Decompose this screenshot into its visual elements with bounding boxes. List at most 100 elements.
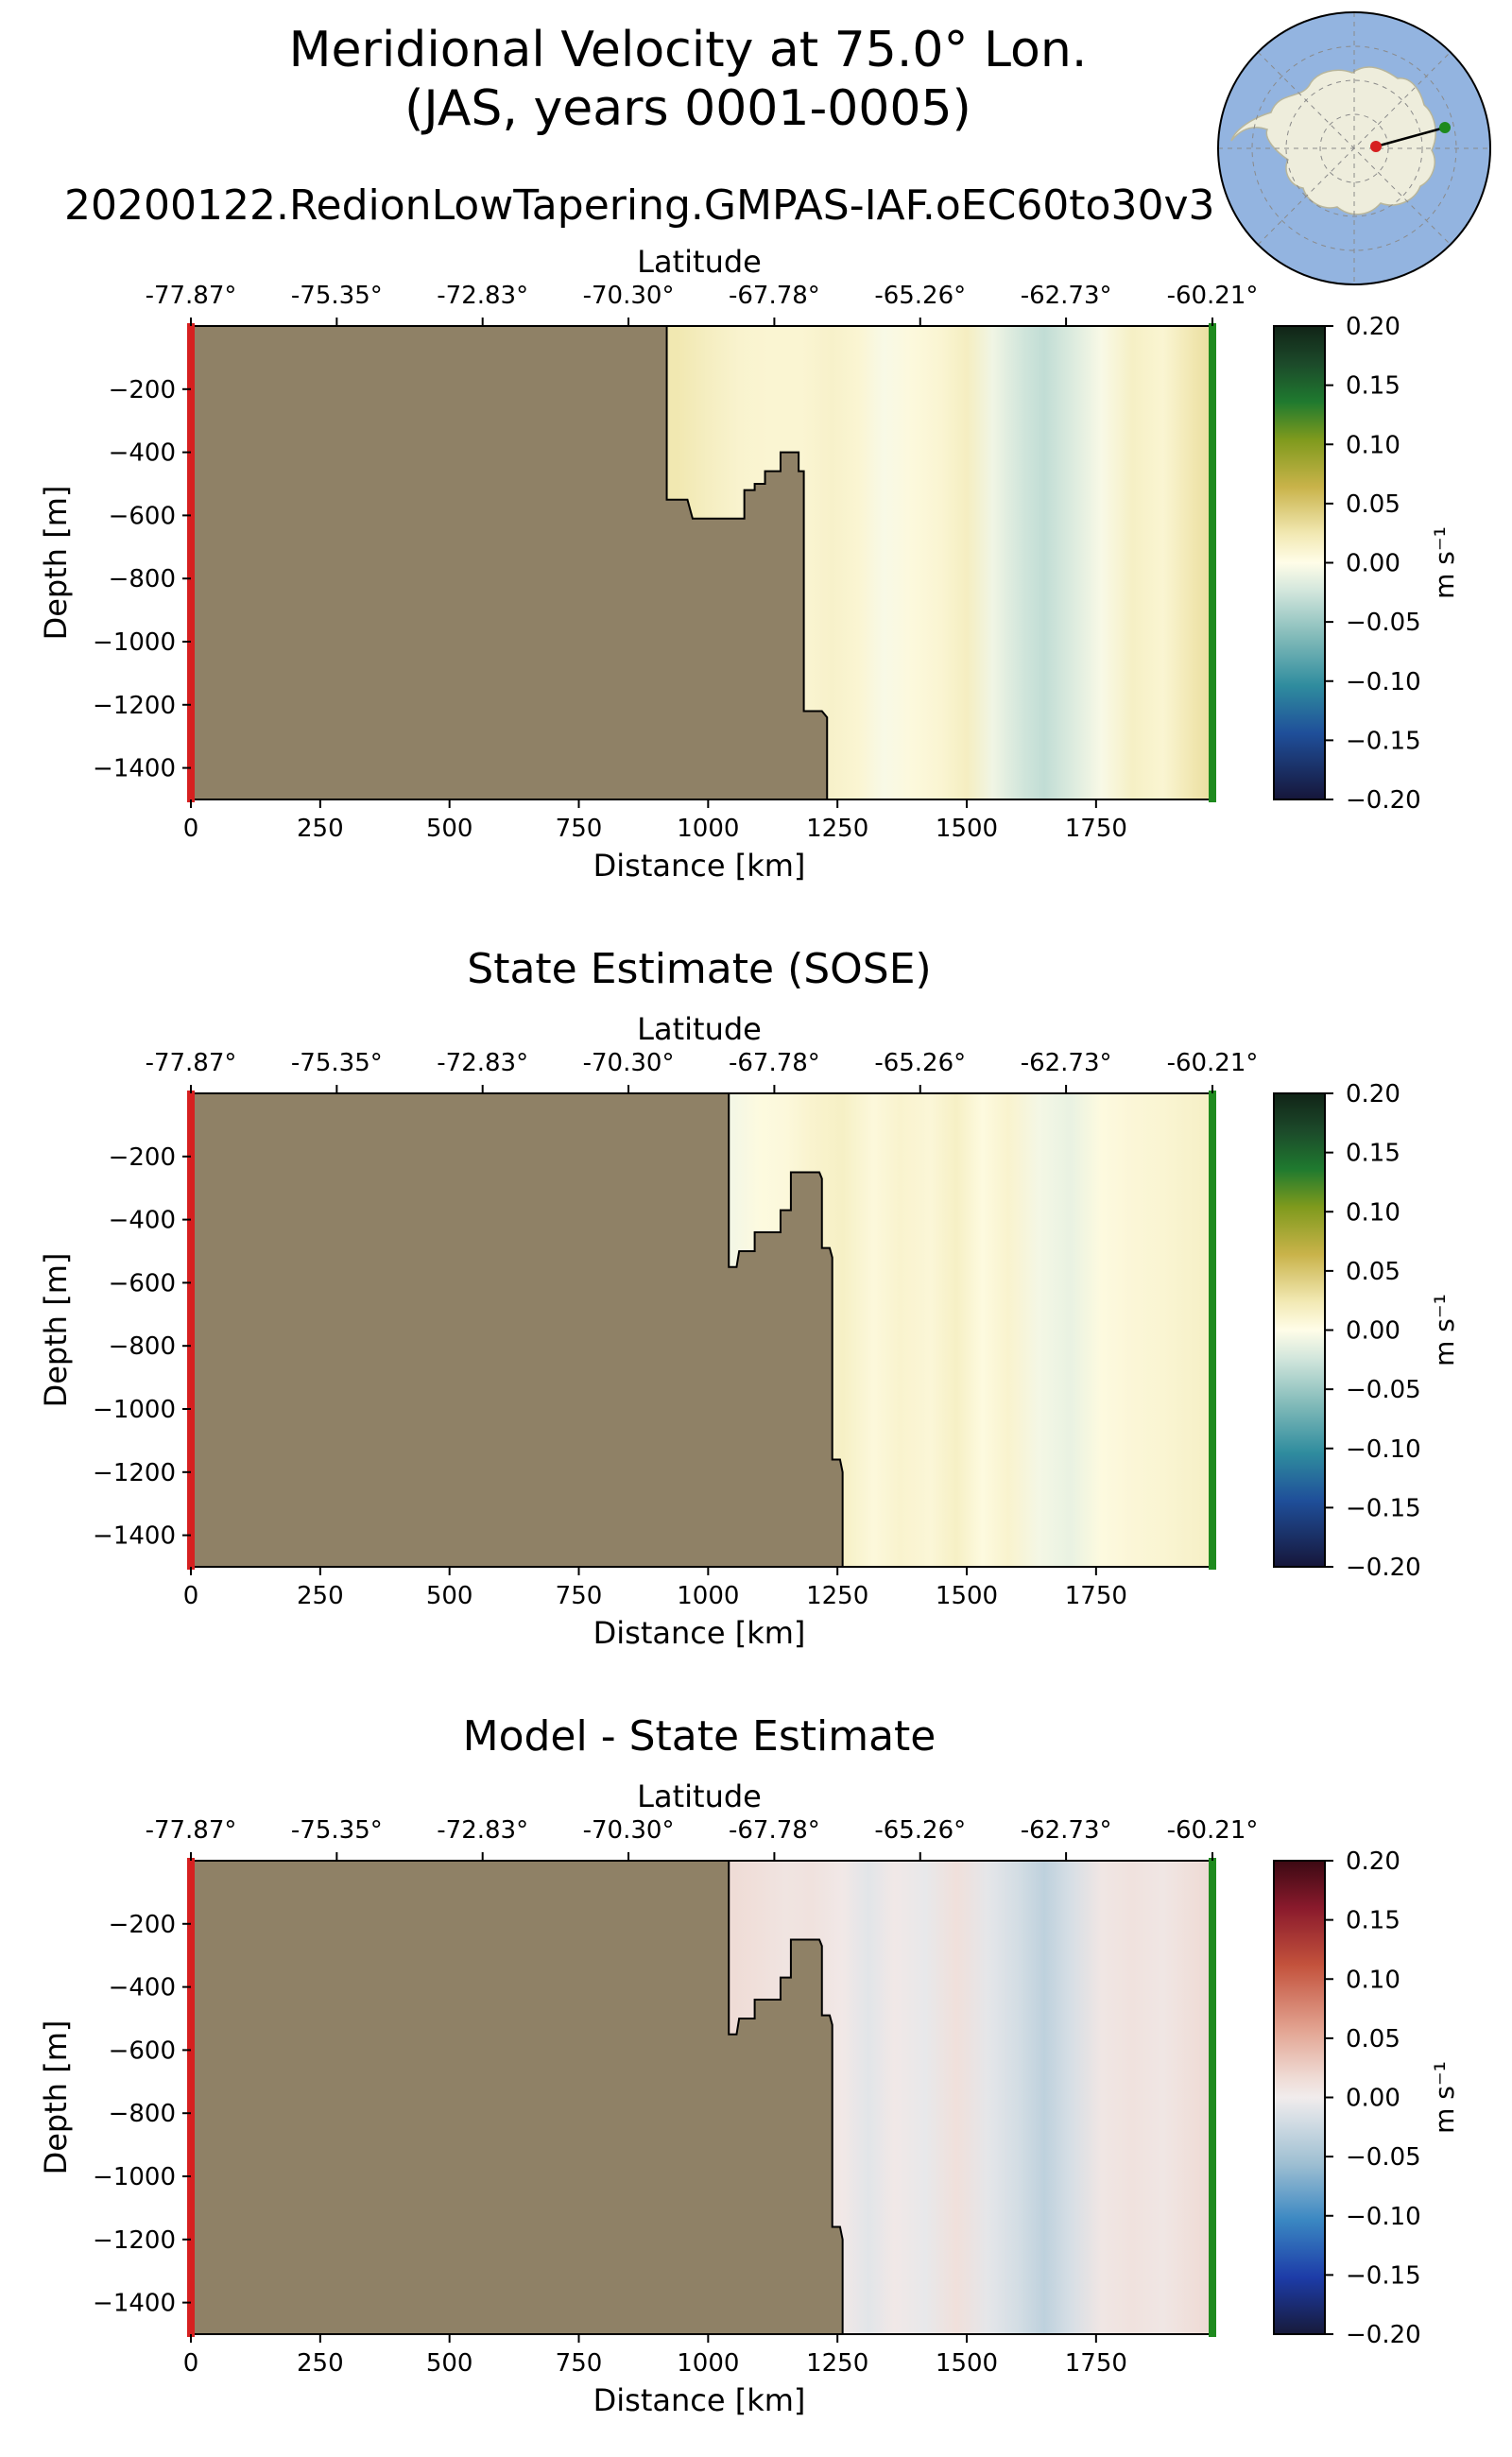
y-tick-label: −400 — [109, 1974, 176, 2002]
top-tick-label: -70.30° — [583, 1049, 675, 1077]
x-tick-label: 1500 — [936, 1582, 998, 1610]
top-axis-label: Latitude — [637, 244, 762, 280]
colorbar-tick-label: 0.10 — [1346, 1966, 1400, 1994]
section-start-marker — [187, 1858, 195, 2337]
x-tick-label: 500 — [426, 2349, 473, 2378]
x-tick-label: 1000 — [677, 1582, 739, 1610]
top-tick-label: -65.26° — [874, 1049, 966, 1077]
colorbar-tick-label: 0.10 — [1346, 431, 1400, 459]
map-border — [1217, 11, 1491, 285]
top-tick-label: -67.78° — [729, 282, 820, 310]
antarctica-polar-map-icon — [1217, 11, 1491, 285]
x-tick-label: 0 — [183, 815, 199, 843]
x-tick-label: 1750 — [1065, 2349, 1127, 2378]
y-tick-label: −1200 — [93, 692, 176, 720]
colorbar-tick-label: −0.15 — [1346, 1494, 1421, 1522]
plot-area: 0 250 500 750 1000 1250 1500 1750 −200 −400 −600 −8… — [93, 318, 1333, 843]
transect-start-point — [1370, 141, 1382, 152]
colorbar-tick-label: 0.20 — [1346, 313, 1400, 341]
x-tick-label: 1500 — [936, 2349, 998, 2378]
colorbar — [1273, 1860, 1326, 2335]
y-tick-label: −1000 — [93, 628, 176, 657]
colorbar-ticks: 0.20 0.15 0.10 0.05 0.00 −0.05 −0.10 −0.… — [1346, 1080, 1421, 1582]
panel-model: Latitude Distance [km] Depth [m] m s⁻¹ -… — [38, 244, 1460, 884]
x-axis-label: Distance [km] — [593, 2382, 806, 2418]
x-tick-label: 1000 — [677, 815, 739, 843]
y-tick-label: −1400 — [93, 1522, 176, 1551]
y-tick-label: −600 — [109, 502, 176, 530]
x-tick-label: 500 — [426, 815, 473, 843]
top-tick-label: -60.21° — [1167, 282, 1259, 310]
top-tick-label: -72.83° — [437, 1049, 528, 1077]
plot-area: 0 250 500 750 1000 1250 1500 1750 −200 −400 −600 −8… — [93, 1085, 1333, 1610]
colorbar-tick-label: −0.15 — [1346, 2261, 1421, 2290]
colorbar-tick-label: 0.00 — [1346, 1317, 1400, 1346]
x-tick-label: 750 — [556, 2349, 603, 2378]
colorbar-tick-label: 0.10 — [1346, 1198, 1400, 1227]
y-tick-label: −1400 — [93, 755, 176, 783]
top-tick-label: -67.78° — [729, 1816, 820, 1845]
y-tick-label: −800 — [109, 2100, 176, 2128]
x-tick-label: 750 — [556, 1582, 603, 1610]
y-tick-label: −400 — [109, 1207, 176, 1235]
bathymetry-land — [190, 1092, 844, 1568]
top-tick-label: -60.21° — [1167, 1816, 1259, 1845]
top-tick-label: -77.87° — [146, 1049, 237, 1077]
transect-end-point — [1439, 122, 1451, 133]
top-tick-label: -67.78° — [729, 1049, 820, 1077]
colorbar-tick-label: 0.05 — [1346, 2025, 1400, 2053]
top-tick-label: -75.35° — [291, 1816, 383, 1845]
panel-difference: Model - State Estimate Latitude Distance… — [38, 1712, 1460, 2418]
top-axis-label: Latitude — [637, 1011, 762, 1047]
top-tick-label: -62.73° — [1021, 1816, 1112, 1845]
x-tick-label: 1750 — [1065, 815, 1127, 843]
colorbar-tick-label: 0.20 — [1346, 1847, 1400, 1876]
figure-title-line1: Meridional Velocity at 75.0° Lon. — [289, 22, 1088, 78]
x-tick-label: 0 — [183, 2349, 199, 2378]
colorbar-tick-label: 0.15 — [1346, 372, 1400, 401]
top-tick-label: -75.35° — [291, 282, 383, 310]
top-tick-label: -62.73° — [1021, 282, 1112, 310]
y-tick-label: −200 — [109, 1911, 176, 1939]
y-axis-label: Depth [m] — [38, 1253, 74, 1408]
colorbar-ticks: 0.20 0.15 0.10 0.05 0.00 −0.05 −0.10 −0.… — [1346, 313, 1421, 815]
x-tick-label: 250 — [297, 2349, 344, 2378]
top-tick-label: -62.73° — [1021, 1049, 1112, 1077]
colorbar-tick-label: −0.10 — [1346, 2203, 1421, 2231]
panel-title: State Estimate (SOSE) — [467, 945, 931, 993]
top-tick-label: -60.21° — [1167, 1049, 1259, 1077]
bathymetry-land — [190, 325, 829, 800]
y-tick-label: −200 — [109, 376, 176, 404]
section-end-marker — [1209, 323, 1216, 802]
y-axis-label: Depth [m] — [38, 486, 74, 641]
top-tick-label: -70.30° — [583, 1816, 675, 1845]
top-tick-label: -72.83° — [437, 282, 528, 310]
y-tick-label: −800 — [109, 565, 176, 593]
x-tick-label: 1250 — [806, 1582, 868, 1610]
top-axis-ticks: -77.87° -75.35° -72.83° -70.30° -67.78° … — [146, 1816, 1259, 1845]
bathymetry-land — [190, 1860, 844, 2335]
top-axis-label: Latitude — [637, 1778, 762, 1814]
x-axis-label: Distance [km] — [593, 1615, 806, 1651]
colorbar-tick-label: −0.10 — [1346, 1435, 1421, 1464]
y-tick-label: −200 — [109, 1143, 176, 1172]
figure-title-line2: (JAS, years 0001-0005) — [404, 80, 971, 137]
colorbar-label: m s⁻¹ — [1429, 1294, 1460, 1366]
colorbar-label: m s⁻¹ — [1429, 2061, 1460, 2134]
x-tick-label: 750 — [556, 815, 603, 843]
x-tick-label: 1250 — [806, 815, 868, 843]
colorbar-tick-label: −0.20 — [1346, 2321, 1421, 2349]
top-axis-ticks: -77.87° -75.35° -72.83° -70.30° -67.78° … — [146, 1049, 1259, 1077]
top-tick-label: -75.35° — [291, 1049, 383, 1077]
transect-line — [1375, 126, 1446, 148]
y-tick-label: −1000 — [93, 1396, 176, 1424]
y-tick-label: −600 — [109, 2036, 176, 2065]
colorbar-tick-label: 0.00 — [1346, 550, 1400, 578]
x-tick-label: 1250 — [806, 2349, 868, 2378]
panel-title: Model - State Estimate — [463, 1712, 936, 1761]
panel-sose: State Estimate (SOSE) Latitude Distance … — [38, 945, 1460, 1651]
colorbar-tick-label: 0.05 — [1346, 1258, 1400, 1286]
colorbar-tick-label: 0.15 — [1346, 1907, 1400, 1935]
x-tick-label: 1750 — [1065, 1582, 1127, 1610]
